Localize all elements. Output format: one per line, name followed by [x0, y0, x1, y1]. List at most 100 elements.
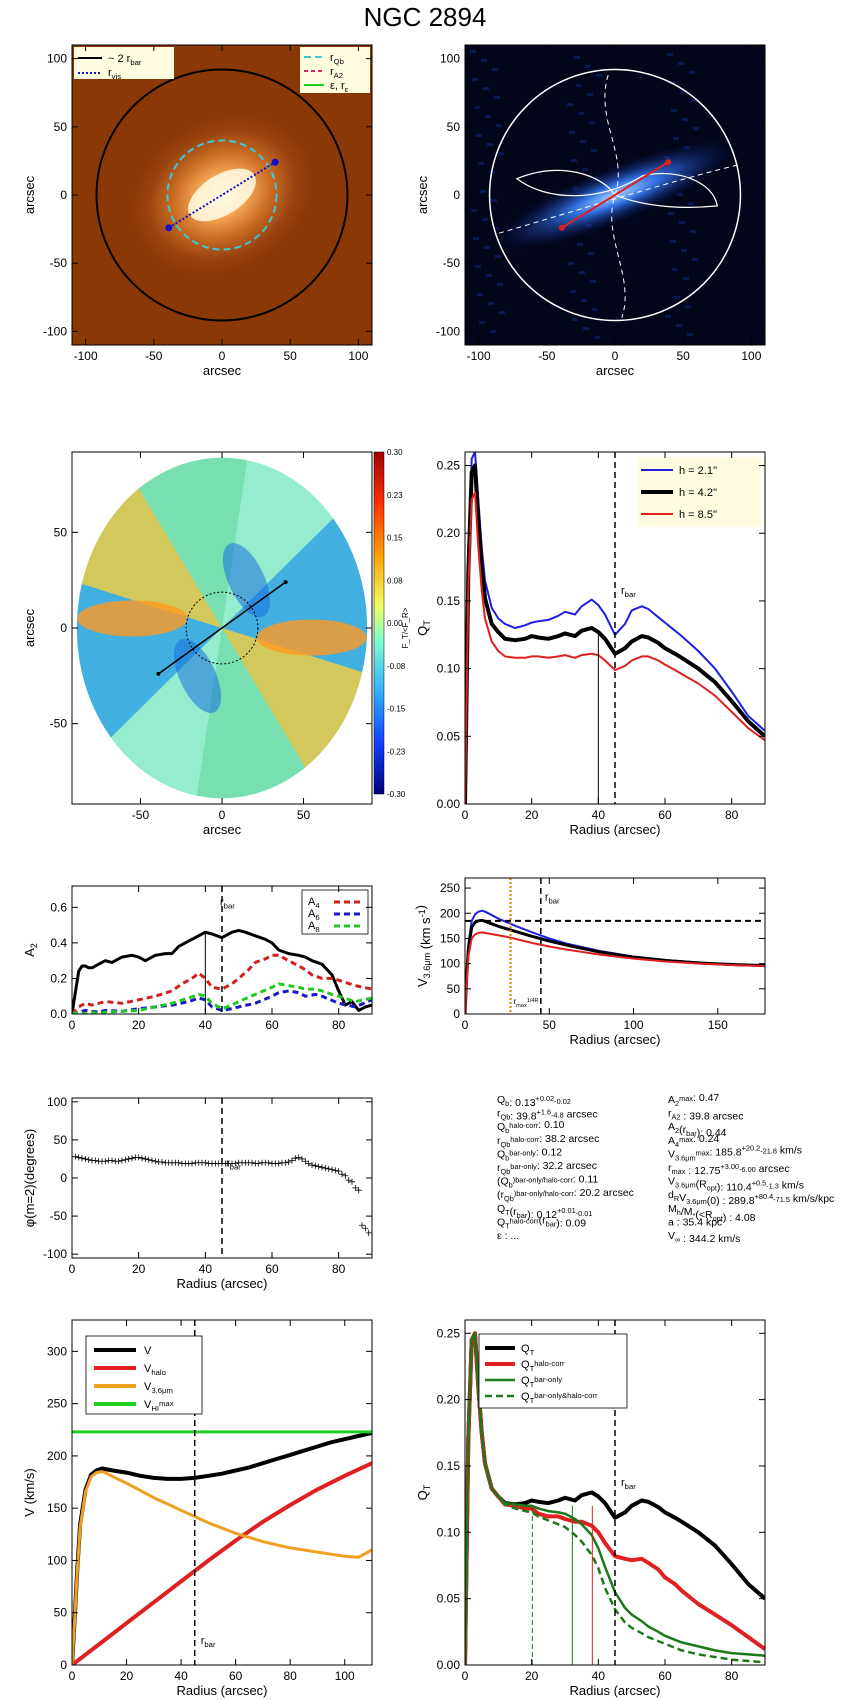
noise-speck: [475, 265, 481, 268]
y-axis-label-part: V (km/s): [22, 1468, 37, 1516]
noise-speck: [587, 93, 593, 96]
y-tick-label: 0.00: [437, 797, 461, 811]
phase-point: [335, 1168, 342, 1175]
x-tick-label: 50: [284, 349, 298, 363]
y-axis-label-part: T: [422, 1484, 432, 1490]
x-tick-label: 20: [525, 808, 539, 822]
param-right-row-part: max: [672, 1167, 686, 1176]
bar-axis-line: [157, 581, 287, 675]
phase-point: [152, 1158, 159, 1165]
param-left-row: rQb: 39.8+1.6-4.8 arcsec: [497, 1108, 598, 1123]
param-left-row-part: arcsec: [564, 1109, 598, 1121]
y-axis-label-group: φ(m=2)(degrees): [22, 1129, 37, 1227]
figure-title: NGC 2894: [364, 2, 487, 32]
y-tick-label: 0.05: [437, 729, 461, 743]
x-tick-label: 60: [265, 1262, 279, 1276]
legend-label: A6: [308, 908, 320, 922]
noise-speck: [685, 305, 691, 308]
y-axis-label-part: arcsec: [22, 608, 37, 647]
y-axis-label: arcsec: [415, 175, 430, 214]
legend-label: Vhalo: [144, 1363, 166, 1377]
param-left-row-part: halo-corr: [509, 1121, 539, 1130]
noise-speck: [589, 121, 595, 124]
param-right-row: A2max: 0.47: [668, 1092, 719, 1108]
param-left-row: Qb: 0.13+0.02-0.02: [497, 1094, 571, 1109]
param-right-row-part: ): [697, 1127, 701, 1139]
noise-speck: [688, 202, 694, 205]
param-left-row-part: -0.01: [576, 1209, 593, 1218]
phase-point: [285, 1159, 292, 1165]
noise-speck: [494, 96, 500, 99]
noise-speck: [495, 255, 501, 258]
param-right-row-part: max: [679, 1135, 693, 1144]
param-left-row-part: bar-only: [509, 1148, 536, 1157]
param-right-row-part: +80.4: [755, 1192, 774, 1201]
rbar-label: rbar: [220, 897, 235, 911]
param-left-row-part: )bar-only/halo-corr: [514, 1189, 575, 1198]
legend-label-part: halo: [151, 1368, 166, 1377]
param-left-row-part: Qb: [501, 1140, 511, 1149]
phase-point: [275, 1160, 282, 1167]
legend-label-part: Q: [521, 1343, 530, 1355]
y-tick-label: 50: [447, 120, 461, 134]
legend-right-label: rA2: [330, 66, 343, 80]
x-tick-label: 80: [725, 1669, 739, 1683]
y-axis-label: QT: [415, 1484, 432, 1500]
param-right-row-part: ) : 4.08: [723, 1212, 756, 1224]
y-axis-label: φ(m=2)(degrees): [22, 1129, 37, 1227]
noise-speck: [572, 318, 578, 321]
legend-label-part: A: [308, 908, 316, 920]
param-right-row-part: +0.5: [752, 1179, 767, 1188]
phase-point: [115, 1158, 122, 1165]
phase-point: [359, 1222, 365, 1229]
colorbar-tick-label: -0.15: [387, 705, 406, 714]
param-right-row-part: : 344.2 km/s: [680, 1233, 740, 1245]
noise-speck: [474, 106, 480, 109]
param-right-row-part: A2: [672, 1113, 681, 1122]
x-tick-label: -50: [132, 808, 150, 822]
y-tick-label: 0.20: [437, 526, 461, 540]
param-left-row-part: : 38.2 arcsec: [539, 1133, 599, 1145]
legend-label: h = 4.2'': [679, 487, 717, 499]
noise-speck: [583, 327, 589, 330]
legend-label-part: V: [144, 1399, 152, 1411]
rbar-circle: [95, 68, 349, 322]
bar-arrow-end: [665, 159, 672, 166]
y-axis-label: arcsec: [22, 175, 37, 214]
x-tick-label: 0: [219, 808, 226, 822]
legend-label-part: 3.6μm: [151, 1386, 173, 1395]
noise-speck: [498, 152, 504, 155]
param-right-row-part: ∞: [675, 1235, 680, 1244]
param-right-row-part: (0) : 289.8: [707, 1195, 755, 1207]
param-right-row-part: d: [668, 1189, 674, 1201]
param-right-row-part: km/s: [777, 1144, 802, 1156]
x-tick-label: 100: [348, 349, 368, 363]
y-tick-label: 0.0: [50, 1007, 67, 1021]
x-axis-label: arcsec: [596, 363, 635, 378]
bar-arrow-end: [558, 224, 565, 231]
phase-point: [292, 1155, 299, 1162]
param-right-row-part: : 0.47: [693, 1092, 719, 1104]
param-left-row-part: bar-only: [510, 1162, 537, 1171]
y-tick-label: 0: [60, 1658, 67, 1672]
y-axis-label-part: 2: [29, 943, 39, 948]
param-left-row: rQbhalo-corr: 38.2 arcsec: [497, 1133, 599, 1149]
y-axis-label-part: Q: [415, 626, 430, 636]
y-axis-label-group: QT: [415, 1484, 432, 1500]
phase-point: [175, 1159, 182, 1166]
param-right-row-part: A: [668, 1094, 675, 1106]
legend-label: A8: [308, 920, 320, 934]
y-tick-label: 0: [453, 188, 460, 202]
param-right-row-part: -6.00: [739, 1165, 756, 1174]
y-axis-label: QT: [415, 620, 432, 636]
noise-speck: [580, 140, 586, 143]
param-left-row-part: b: [505, 1126, 509, 1135]
x-tick-label: 0: [462, 808, 469, 822]
phase-point: [319, 1164, 325, 1171]
series-line: [465, 463, 765, 804]
rbar-label-part: bar: [204, 1640, 216, 1649]
param-right-row-part: V: [668, 1230, 675, 1242]
noise-speck: [691, 99, 697, 102]
